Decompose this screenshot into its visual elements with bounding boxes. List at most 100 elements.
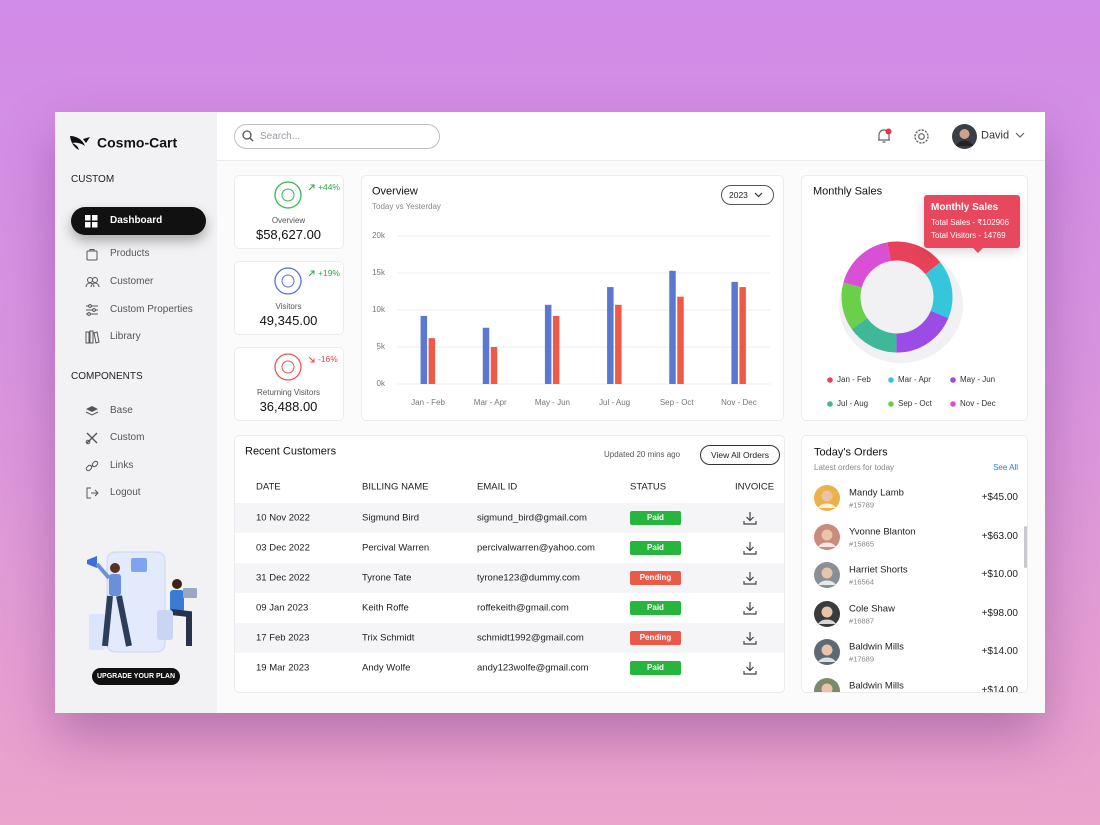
x-tick-label: Sep - Oct	[660, 398, 695, 407]
icon-shape	[92, 277, 98, 283]
chart-title: Overview	[372, 185, 418, 198]
year-selector-chevron[interactable]	[754, 192, 763, 198]
invoice-download[interactable]	[743, 601, 757, 615]
icon-shape	[92, 308, 96, 312]
laptop	[183, 588, 197, 598]
invoice-download[interactable]	[743, 511, 757, 525]
legend-swatch	[950, 377, 956, 383]
row-band	[235, 503, 784, 533]
user-name[interactable]: David	[981, 129, 1010, 142]
icon-shape	[274, 267, 302, 295]
year-selector[interactable]	[721, 185, 774, 205]
icon-shape	[743, 602, 757, 615]
card-title: Recent Customers	[245, 445, 337, 458]
legend-swatch	[950, 401, 956, 407]
nav-icon	[85, 215, 98, 228]
icon-shape	[743, 572, 757, 585]
nav-item[interactable]: Customer	[110, 276, 154, 287]
icon-shape	[89, 330, 94, 344]
view-all-label[interactable]: View All Orders	[711, 449, 769, 460]
nav-item[interactable]: Products	[110, 248, 150, 259]
invoice-download[interactable]	[743, 661, 757, 675]
bar	[482, 327, 490, 384]
status-label: Paid	[647, 663, 664, 673]
nav-item[interactable]: Links	[110, 460, 134, 471]
icon-shape	[85, 439, 91, 445]
icon-shape	[85, 222, 91, 228]
settings-gear[interactable]	[913, 128, 930, 145]
icon-shape	[818, 619, 836, 624]
row-band	[235, 623, 784, 653]
logo-shape	[83, 137, 90, 143]
view-all-button[interactable]	[700, 445, 780, 465]
legend-label: Sep - Oct	[898, 399, 933, 408]
invoice-download[interactable]	[743, 631, 757, 645]
stat-label: Returning Visitors	[257, 388, 320, 398]
see-all-link[interactable]: See All	[993, 463, 1018, 473]
nav-item[interactable]: Library	[110, 331, 141, 342]
upgrade-label[interactable]: UPGRADE YOUR PLAN	[96, 672, 176, 680]
user-avatar[interactable]	[952, 124, 977, 149]
nav-item[interactable]: Logout	[110, 487, 141, 498]
search-icon	[242, 130, 254, 142]
nav-icon	[85, 406, 99, 416]
logo	[70, 136, 90, 150]
donut-segment	[925, 262, 953, 319]
icon-shape	[86, 487, 99, 499]
order-id: #16887	[849, 616, 875, 626]
tooltip-title: Monthly Sales	[931, 202, 999, 213]
status-label: Pending	[639, 573, 672, 583]
icon-shape	[242, 130, 252, 140]
nav-item[interactable]: Custom	[110, 432, 145, 443]
icon-shape	[818, 542, 836, 547]
icon-shape	[754, 192, 763, 198]
person-body	[109, 574, 121, 596]
order-name: Harriet Shorts	[849, 564, 908, 576]
icon-shape	[956, 140, 973, 146]
order-name: Yvonne Blanton	[849, 525, 916, 537]
legend-swatch	[827, 401, 833, 407]
icon-shape	[87, 312, 91, 316]
y-tick-label: 10k	[372, 305, 386, 314]
status-badge	[630, 601, 681, 615]
icon-shape	[308, 184, 315, 191]
upgrade-button[interactable]	[92, 668, 180, 685]
table-cell: 09 Jan 2023	[256, 602, 309, 614]
status-badge	[630, 511, 681, 525]
icon-shape	[818, 503, 836, 508]
nav-active-pill[interactable]	[71, 207, 206, 235]
icon-shape	[821, 490, 833, 502]
bar	[490, 347, 498, 384]
order-amount: +$14.00	[981, 685, 1018, 693]
tooltip	[924, 195, 1020, 248]
y-tick-label: 20k	[372, 231, 386, 240]
order-amount: +$45.00	[981, 492, 1018, 503]
nav-icon	[85, 432, 98, 445]
order-name: Mandy Lamb	[849, 487, 904, 499]
table-cell: tyrone123@dummy.com	[477, 572, 580, 584]
order-id: #16564	[849, 577, 875, 587]
nav-item-active[interactable]: Dashboard	[110, 215, 163, 226]
nav-item[interactable]: Base	[110, 405, 133, 416]
user-menu-chevron[interactable]	[1015, 132, 1025, 140]
order-avatar	[814, 523, 840, 550]
invoice-download[interactable]	[743, 571, 757, 585]
status-label: Paid	[647, 543, 664, 553]
nav-item[interactable]: Custom Properties	[110, 304, 193, 315]
nav-icon	[86, 304, 98, 316]
x-tick-label: Jul - Aug	[599, 398, 630, 407]
year-selector-label[interactable]: 2023	[729, 189, 748, 200]
stat-change: +44%	[318, 181, 340, 192]
nav-icon	[85, 330, 100, 344]
table-cell: Keith Roffe	[362, 602, 409, 614]
bar	[739, 287, 746, 384]
legend-swatch	[888, 377, 894, 383]
icon-shape	[918, 133, 925, 140]
table-cell: Andy Wolfe	[362, 662, 411, 674]
status-badge	[630, 631, 681, 645]
order-avatar	[814, 600, 840, 627]
notification-bell[interactable]	[876, 128, 892, 144]
search-box[interactable]	[234, 124, 440, 149]
invoice-download[interactable]	[743, 541, 757, 555]
stat-label: Overview	[271, 216, 306, 226]
